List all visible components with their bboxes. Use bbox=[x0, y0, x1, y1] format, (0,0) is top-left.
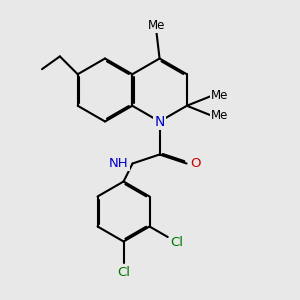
Text: Me: Me bbox=[148, 19, 165, 32]
Text: Cl: Cl bbox=[170, 236, 183, 249]
Text: N: N bbox=[154, 115, 165, 128]
Text: Me: Me bbox=[211, 110, 229, 122]
Text: NH: NH bbox=[109, 157, 129, 170]
Text: O: O bbox=[190, 157, 201, 170]
Text: Me: Me bbox=[211, 89, 229, 102]
Text: Cl: Cl bbox=[117, 266, 130, 280]
